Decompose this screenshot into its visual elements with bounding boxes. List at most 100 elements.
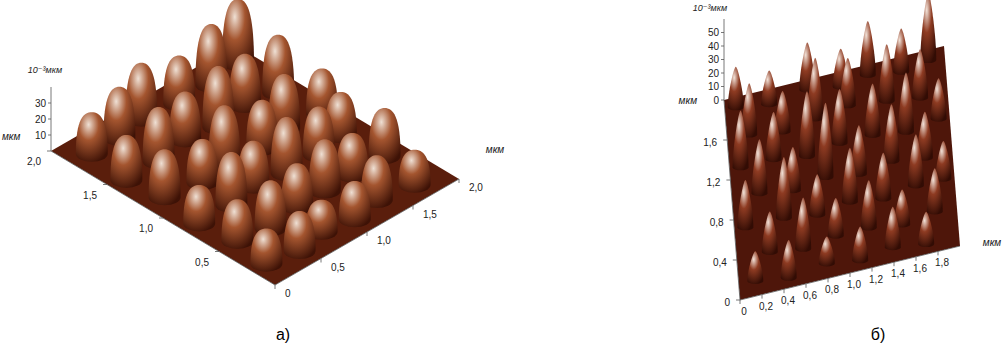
peak <box>799 91 815 159</box>
peak <box>747 251 763 284</box>
y-tick-label: 0,8 <box>710 217 724 228</box>
y-tick <box>726 180 730 181</box>
y-tick <box>103 184 107 185</box>
x-tick <box>806 284 807 288</box>
z-tick-label: 20 <box>708 68 720 79</box>
peak <box>183 185 215 231</box>
peak <box>762 211 778 255</box>
y-tick <box>47 151 51 152</box>
y-tick-label: 0,5 <box>195 257 209 268</box>
peak <box>110 135 142 188</box>
peak <box>369 108 401 164</box>
peak <box>795 198 811 252</box>
peak <box>912 49 928 101</box>
peak <box>893 29 909 75</box>
x-tick <box>872 268 873 272</box>
z-tick <box>48 103 51 104</box>
peak <box>865 84 881 138</box>
base-plane <box>51 45 459 285</box>
peak <box>186 139 218 190</box>
y-tick-label: 0,4 <box>713 257 727 268</box>
x-tick-label: 1,8 <box>935 257 949 268</box>
z-tick-label: 20 <box>35 114 47 125</box>
peak <box>819 236 835 266</box>
peak <box>809 174 825 218</box>
z-tick-label: 10 <box>708 81 720 92</box>
x-tick <box>413 206 414 210</box>
x-tick-label: 0 <box>285 288 291 299</box>
z-tick-label: 30 <box>708 54 720 65</box>
axes: 00,20,40,60,81,01,21,41,61,800,40,81,21,… <box>703 19 960 317</box>
y-tick <box>215 251 219 252</box>
y-tick-label: 1,2 <box>706 177 720 188</box>
x-tick-label: 1,5 <box>423 209 437 220</box>
peak <box>728 67 744 111</box>
peak <box>309 139 341 198</box>
x-tick <box>828 278 829 282</box>
z-tick-label: 0 <box>713 95 719 106</box>
x-axis-title: мкм <box>983 237 1002 248</box>
x-axis-title: мкм <box>486 144 505 155</box>
y-tick-label: 0 <box>724 297 730 308</box>
y-tick <box>733 260 737 261</box>
panel: 00,20,40,60,81,01,21,41,61,800,40,81,21,… <box>679 0 1002 343</box>
peak <box>149 149 181 205</box>
x-tick-label: 2,0 <box>469 182 483 193</box>
peak <box>339 181 371 227</box>
x-tick-label: 0,8 <box>825 284 839 295</box>
panel: 00,51,01,52,00,51,01,52,0102030мкммкм10⁻… <box>2 0 504 343</box>
x-tick-label: 1,0 <box>377 235 391 246</box>
peak <box>927 168 943 214</box>
peak <box>828 198 844 239</box>
peak <box>842 148 858 205</box>
z-tick <box>721 73 724 74</box>
z-tick <box>721 100 724 101</box>
peak <box>281 163 313 214</box>
y-axis-title: мкм <box>2 131 21 142</box>
z-tick-label: 40 <box>708 41 720 52</box>
peak <box>884 104 900 164</box>
x-tick <box>938 251 939 255</box>
z-axis-title: 10⁻³мкм <box>693 3 727 13</box>
figure: 00,51,01,52,00,51,01,52,0102030мкммкм10⁻… <box>0 0 1008 349</box>
peak <box>221 199 253 249</box>
x-axis-line <box>740 246 960 300</box>
peak <box>737 180 753 230</box>
z-tick <box>721 46 724 47</box>
x-tick <box>459 179 460 183</box>
z-tick-label: 10 <box>35 130 47 141</box>
peak <box>860 21 876 78</box>
z-tick <box>721 32 724 33</box>
peak <box>761 70 777 107</box>
panel-label: б) <box>871 326 886 343</box>
peak <box>169 91 201 147</box>
y-tick-label: 1,5 <box>83 190 97 201</box>
z-tick <box>48 119 51 120</box>
y-tick <box>736 300 740 301</box>
y-axis-line <box>51 151 275 285</box>
x-tick-label: 1,6 <box>913 263 927 274</box>
peak <box>931 78 947 122</box>
peak <box>920 0 936 63</box>
plot-area <box>51 0 459 285</box>
y-tick-label: 1,6 <box>703 137 717 148</box>
axes: 00,51,01,52,00,51,01,52,0102030 <box>27 87 483 299</box>
x-tick <box>916 257 917 261</box>
x-tick-label: 1,4 <box>891 268 905 279</box>
z-tick <box>721 59 724 60</box>
peak <box>852 227 868 264</box>
peak <box>250 228 282 271</box>
peak <box>76 112 108 162</box>
x-tick-label: 1,2 <box>869 274 883 285</box>
peak <box>861 180 877 230</box>
peak <box>875 153 891 202</box>
x-tick-label: 0,2 <box>759 301 773 312</box>
peak <box>818 103 834 180</box>
peak <box>733 111 749 171</box>
base-plane <box>724 46 960 300</box>
x-axis-line <box>275 179 459 285</box>
peak <box>766 112 782 162</box>
x-tick-label: 0,6 <box>803 290 817 301</box>
y-axis-line <box>724 100 740 300</box>
y-tick <box>159 218 163 219</box>
